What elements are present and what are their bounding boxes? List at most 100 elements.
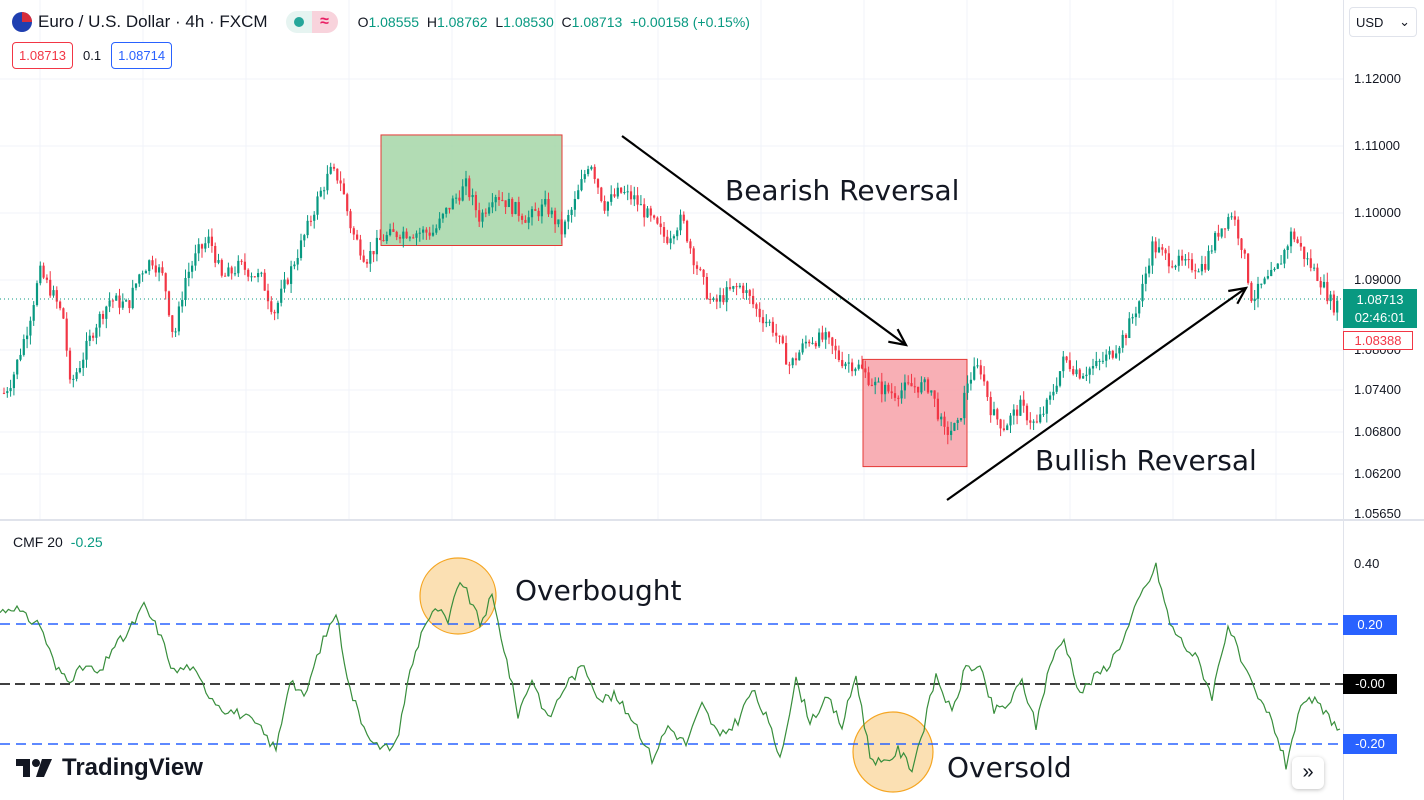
market-status-pill[interactable]: ≈	[285, 11, 338, 33]
chart-legend: Euro / U.S. Dollar · 4h · FXCM ≈ O1.0855…	[12, 10, 750, 34]
candle-body-down	[656, 217, 659, 224]
candle-body-up	[768, 321, 771, 323]
candle-body-down	[359, 239, 362, 256]
candle-body-down	[154, 265, 157, 273]
candle-body-up	[1306, 258, 1309, 260]
candle-body-down	[484, 212, 487, 214]
candle-body-up	[606, 201, 609, 211]
candle-body-up	[1313, 267, 1316, 269]
candle-body-up	[719, 295, 722, 302]
candle-body-up	[1280, 263, 1283, 265]
candle-body-down	[560, 219, 563, 235]
candle-body-up	[445, 207, 448, 214]
buy-price-button[interactable]: 1.08714	[111, 42, 173, 69]
candle-body-down	[794, 358, 798, 361]
candle-body-up	[138, 274, 141, 284]
candle-body-down	[1293, 231, 1296, 240]
candle-body-up	[1286, 246, 1289, 251]
candle-body-up	[326, 173, 329, 191]
candle-body-up	[204, 243, 207, 249]
candle-body-down	[1250, 282, 1253, 302]
candle-body-up	[197, 244, 200, 254]
candle-body-up	[121, 301, 124, 308]
candle-body-up	[1200, 263, 1203, 272]
candle-body-down	[1194, 270, 1197, 272]
candle-body-down	[837, 350, 840, 361]
candle-body-up	[115, 295, 118, 301]
candle-body-up	[804, 341, 807, 344]
candle-body-down	[1296, 239, 1299, 243]
candle-body-up	[920, 382, 923, 393]
price-chart-pane[interactable]	[0, 0, 1343, 519]
candle-body-up	[877, 381, 880, 383]
candle-body-up	[303, 235, 306, 241]
candle-body-down	[45, 277, 48, 280]
cmf-indicator-canvas[interactable]	[0, 521, 1343, 800]
candle-body-up	[72, 378, 75, 380]
bearish-zone	[862, 358, 968, 468]
candle-body-down	[504, 200, 507, 208]
candle-body-up	[260, 272, 263, 274]
pane-separator[interactable]	[0, 519, 1424, 521]
candle-body-down	[1002, 428, 1005, 431]
symbol-title[interactable]: Euro / U.S. Dollar · 4h · FXCM	[38, 12, 268, 31]
candle-body-up	[12, 374, 15, 389]
tradingview-logo[interactable]: TradingView	[16, 754, 203, 782]
price-tick: 1.10000	[1354, 205, 1401, 220]
candle-body-down	[761, 317, 765, 324]
candle-body-down	[253, 276, 256, 278]
candle-body-down	[864, 368, 867, 373]
candle-body-up	[940, 416, 943, 420]
candle-body-down	[841, 360, 844, 367]
candle-body-down	[270, 301, 273, 312]
candle-body-up	[1042, 413, 1045, 415]
candle-body-up	[953, 422, 956, 431]
candle-body-down	[1078, 369, 1081, 379]
candle-body-up	[1230, 216, 1233, 218]
candle-body-down	[1223, 228, 1227, 230]
price-scale-divider	[1343, 0, 1344, 800]
candle-body-up	[9, 388, 12, 392]
candle-body-down	[171, 315, 174, 332]
candle-body-up	[1266, 276, 1269, 279]
candle-body-up	[323, 190, 326, 192]
candle-body-down	[398, 237, 402, 239]
candle-body-up	[1177, 255, 1180, 266]
candle-body-up	[1174, 265, 1177, 268]
candle-body-down	[161, 267, 164, 274]
candle-body-up	[464, 178, 468, 187]
bearish-reversal-label: Bearish Reversal	[725, 174, 960, 207]
candle-body-up	[141, 273, 144, 275]
sell-price-button[interactable]: 1.08713	[12, 42, 73, 69]
candle-body-up	[299, 240, 303, 258]
currency-selector[interactable]: USD ⌄	[1349, 7, 1417, 37]
bullish-reversal-label: Bullish Reversal	[1035, 444, 1257, 477]
candle-body-down	[42, 265, 45, 278]
candle-body-up	[1101, 360, 1104, 362]
candle-body-down	[1187, 259, 1190, 261]
candle-body-down	[887, 384, 890, 392]
cmf-indicator-pane[interactable]	[0, 521, 1343, 800]
candle-body-down	[356, 234, 359, 240]
candle-body-up	[451, 198, 454, 210]
cmf-zero-level-label: -0.00	[1343, 674, 1397, 694]
candle-body-down	[474, 195, 477, 211]
candle-body-up	[1075, 369, 1078, 375]
candle-body-up	[431, 232, 435, 236]
candle-body-down	[702, 269, 705, 277]
candle-body-up	[1085, 374, 1088, 377]
candle-body-down	[412, 237, 415, 239]
candle-body-down	[692, 248, 695, 266]
scroll-to-realtime-button[interactable]: »	[1292, 757, 1324, 789]
cmf-legend[interactable]: CMF 20 -0.25	[13, 534, 103, 550]
price-chart-canvas[interactable]	[0, 0, 1343, 519]
candle-body-down	[521, 215, 524, 220]
candle-body-down	[755, 304, 758, 309]
candle-body-down	[662, 227, 666, 237]
candle-body-down	[893, 393, 897, 398]
candle-body-up	[725, 287, 728, 303]
candle-body-up	[148, 260, 151, 272]
candle-body-up	[369, 250, 372, 264]
ohlc-values: O1.08555 H1.08762 L1.08530 C1.08713 +0.0…	[357, 14, 750, 30]
candle-body-down	[946, 426, 949, 435]
